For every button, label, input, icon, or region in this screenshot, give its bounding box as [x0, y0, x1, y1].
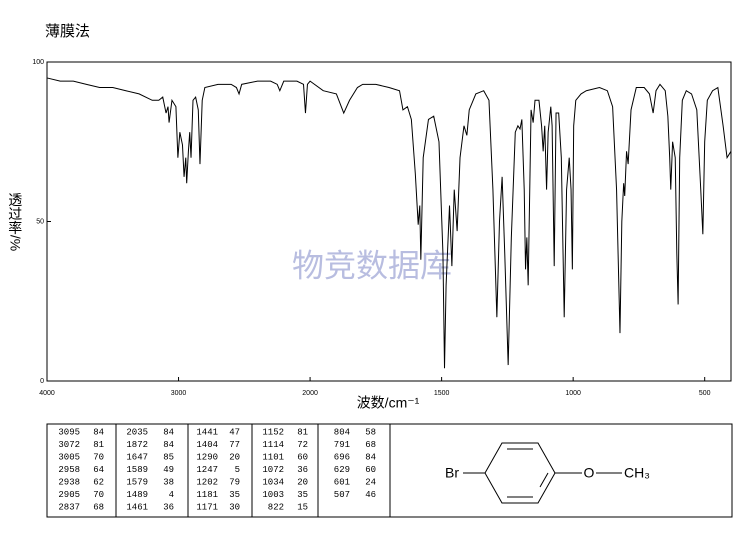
peak-wavenumber: 3095 — [58, 427, 80, 437]
peak-transmittance: 68 — [93, 502, 104, 512]
peak-transmittance: 68 — [365, 440, 376, 450]
peak-wavenumber: 1247 — [196, 465, 218, 475]
peak-wavenumber: 1441 — [196, 427, 218, 437]
peak-wavenumber: 2958 — [58, 465, 80, 475]
peak-wavenumber: 1647 — [126, 452, 148, 462]
peak-wavenumber: 601 — [334, 477, 350, 487]
peak-transmittance: 60 — [297, 452, 308, 462]
peak-transmittance: 47 — [229, 427, 240, 437]
peak-transmittance: 35 — [297, 490, 308, 500]
spectrum-line — [46, 77, 732, 369]
peak-transmittance: 84 — [365, 452, 376, 462]
peak-wavenumber: 1404 — [196, 440, 218, 450]
chart-title: 薄膜法 — [45, 23, 90, 40]
peak-transmittance: 15 — [297, 502, 308, 512]
peak-transmittance: 81 — [93, 440, 104, 450]
atom-label: CH₃ — [624, 465, 650, 481]
y-tick-label: 50 — [36, 218, 44, 225]
peak-transmittance: 77 — [229, 440, 240, 450]
x-tick-label: 500 — [699, 390, 711, 397]
peak-transmittance: 36 — [163, 502, 174, 512]
peak-wavenumber: 791 — [334, 440, 350, 450]
peak-wavenumber: 3072 — [58, 440, 80, 450]
peak-transmittance: 5 — [235, 465, 240, 475]
structure — [463, 442, 622, 504]
peak-wavenumber: 2035 — [126, 427, 148, 437]
y-axis-label: 透过率/% — [7, 193, 23, 251]
peak-transmittance: 70 — [93, 452, 104, 462]
peak-wavenumber: 1461 — [126, 502, 148, 512]
peak-wavenumber: 1171 — [196, 502, 218, 512]
y-tick-label: 100 — [32, 59, 44, 66]
peak-transmittance: 84 — [163, 440, 174, 450]
peak-wavenumber: 696 — [334, 452, 350, 462]
peak-wavenumber: 1489 — [126, 490, 148, 500]
peak-wavenumber: 1034 — [262, 477, 284, 487]
peak-wavenumber: 3005 — [58, 452, 80, 462]
peak-wavenumber: 1579 — [126, 477, 148, 487]
x-tick-label: 4000 — [39, 390, 55, 397]
x-tick-label: 1500 — [434, 390, 450, 397]
peak-wavenumber: 1589 — [126, 465, 148, 475]
peak-transmittance: 84 — [93, 427, 104, 437]
peak-transmittance: 46 — [365, 490, 376, 500]
x-tick-label: 3000 — [171, 390, 187, 397]
peak-transmittance: 58 — [365, 427, 376, 437]
peak-transmittance: 4 — [169, 490, 174, 500]
peak-wavenumber: 1072 — [262, 465, 284, 475]
peak-wavenumber: 507 — [334, 490, 350, 500]
peak-wavenumber: 1114 — [262, 440, 284, 450]
peak-transmittance: 36 — [297, 465, 308, 475]
atom-label: Br — [445, 465, 459, 481]
atom-label: O — [584, 465, 595, 481]
peak-wavenumber: 2938 — [58, 477, 80, 487]
y-tick-label: 0 — [40, 378, 44, 385]
peak-transmittance: 85 — [163, 452, 174, 462]
peak-transmittance: 64 — [93, 465, 104, 475]
peak-transmittance: 72 — [297, 440, 308, 450]
peak-wavenumber: 804 — [334, 427, 350, 437]
peak-wavenumber: 1003 — [262, 490, 284, 500]
x-axis-label: 波数/cm⁻¹ — [357, 395, 420, 411]
peak-wavenumber: 822 — [268, 502, 284, 512]
peak-transmittance: 84 — [163, 427, 174, 437]
peak-wavenumber: 1202 — [196, 477, 218, 487]
peak-transmittance: 20 — [229, 452, 240, 462]
peak-transmittance: 60 — [365, 465, 376, 475]
benzene-ring — [484, 442, 556, 504]
plot-frame — [46, 61, 732, 382]
peak-transmittance: 20 — [297, 477, 308, 487]
peak-wavenumber: 1181 — [196, 490, 218, 500]
watermark: 物竞数据库 — [292, 247, 452, 283]
peak-transmittance: 62 — [93, 477, 104, 487]
x-tick-label: 1000 — [565, 390, 581, 397]
peak-wavenumber: 2837 — [58, 502, 80, 512]
peak-wavenumber: 2905 — [58, 490, 80, 500]
peak-transmittance: 38 — [163, 477, 174, 487]
peak-transmittance: 70 — [93, 490, 104, 500]
peak-wavenumber: 1290 — [196, 452, 218, 462]
peak-wavenumber: 1152 — [262, 427, 284, 437]
peak-wavenumber: 1101 — [262, 452, 284, 462]
peak-transmittance: 24 — [365, 477, 376, 487]
double-bond — [539, 472, 549, 488]
peak-wavenumber: 1872 — [126, 440, 148, 450]
peak-wavenumber: 629 — [334, 465, 350, 475]
peak-transmittance: 30 — [229, 502, 240, 512]
peak-transmittance: 49 — [163, 465, 174, 475]
x-tick-label: 2000 — [302, 390, 318, 397]
peak-transmittance: 35 — [229, 490, 240, 500]
peak-transmittance: 81 — [297, 427, 308, 437]
peak-transmittance: 79 — [229, 477, 240, 487]
